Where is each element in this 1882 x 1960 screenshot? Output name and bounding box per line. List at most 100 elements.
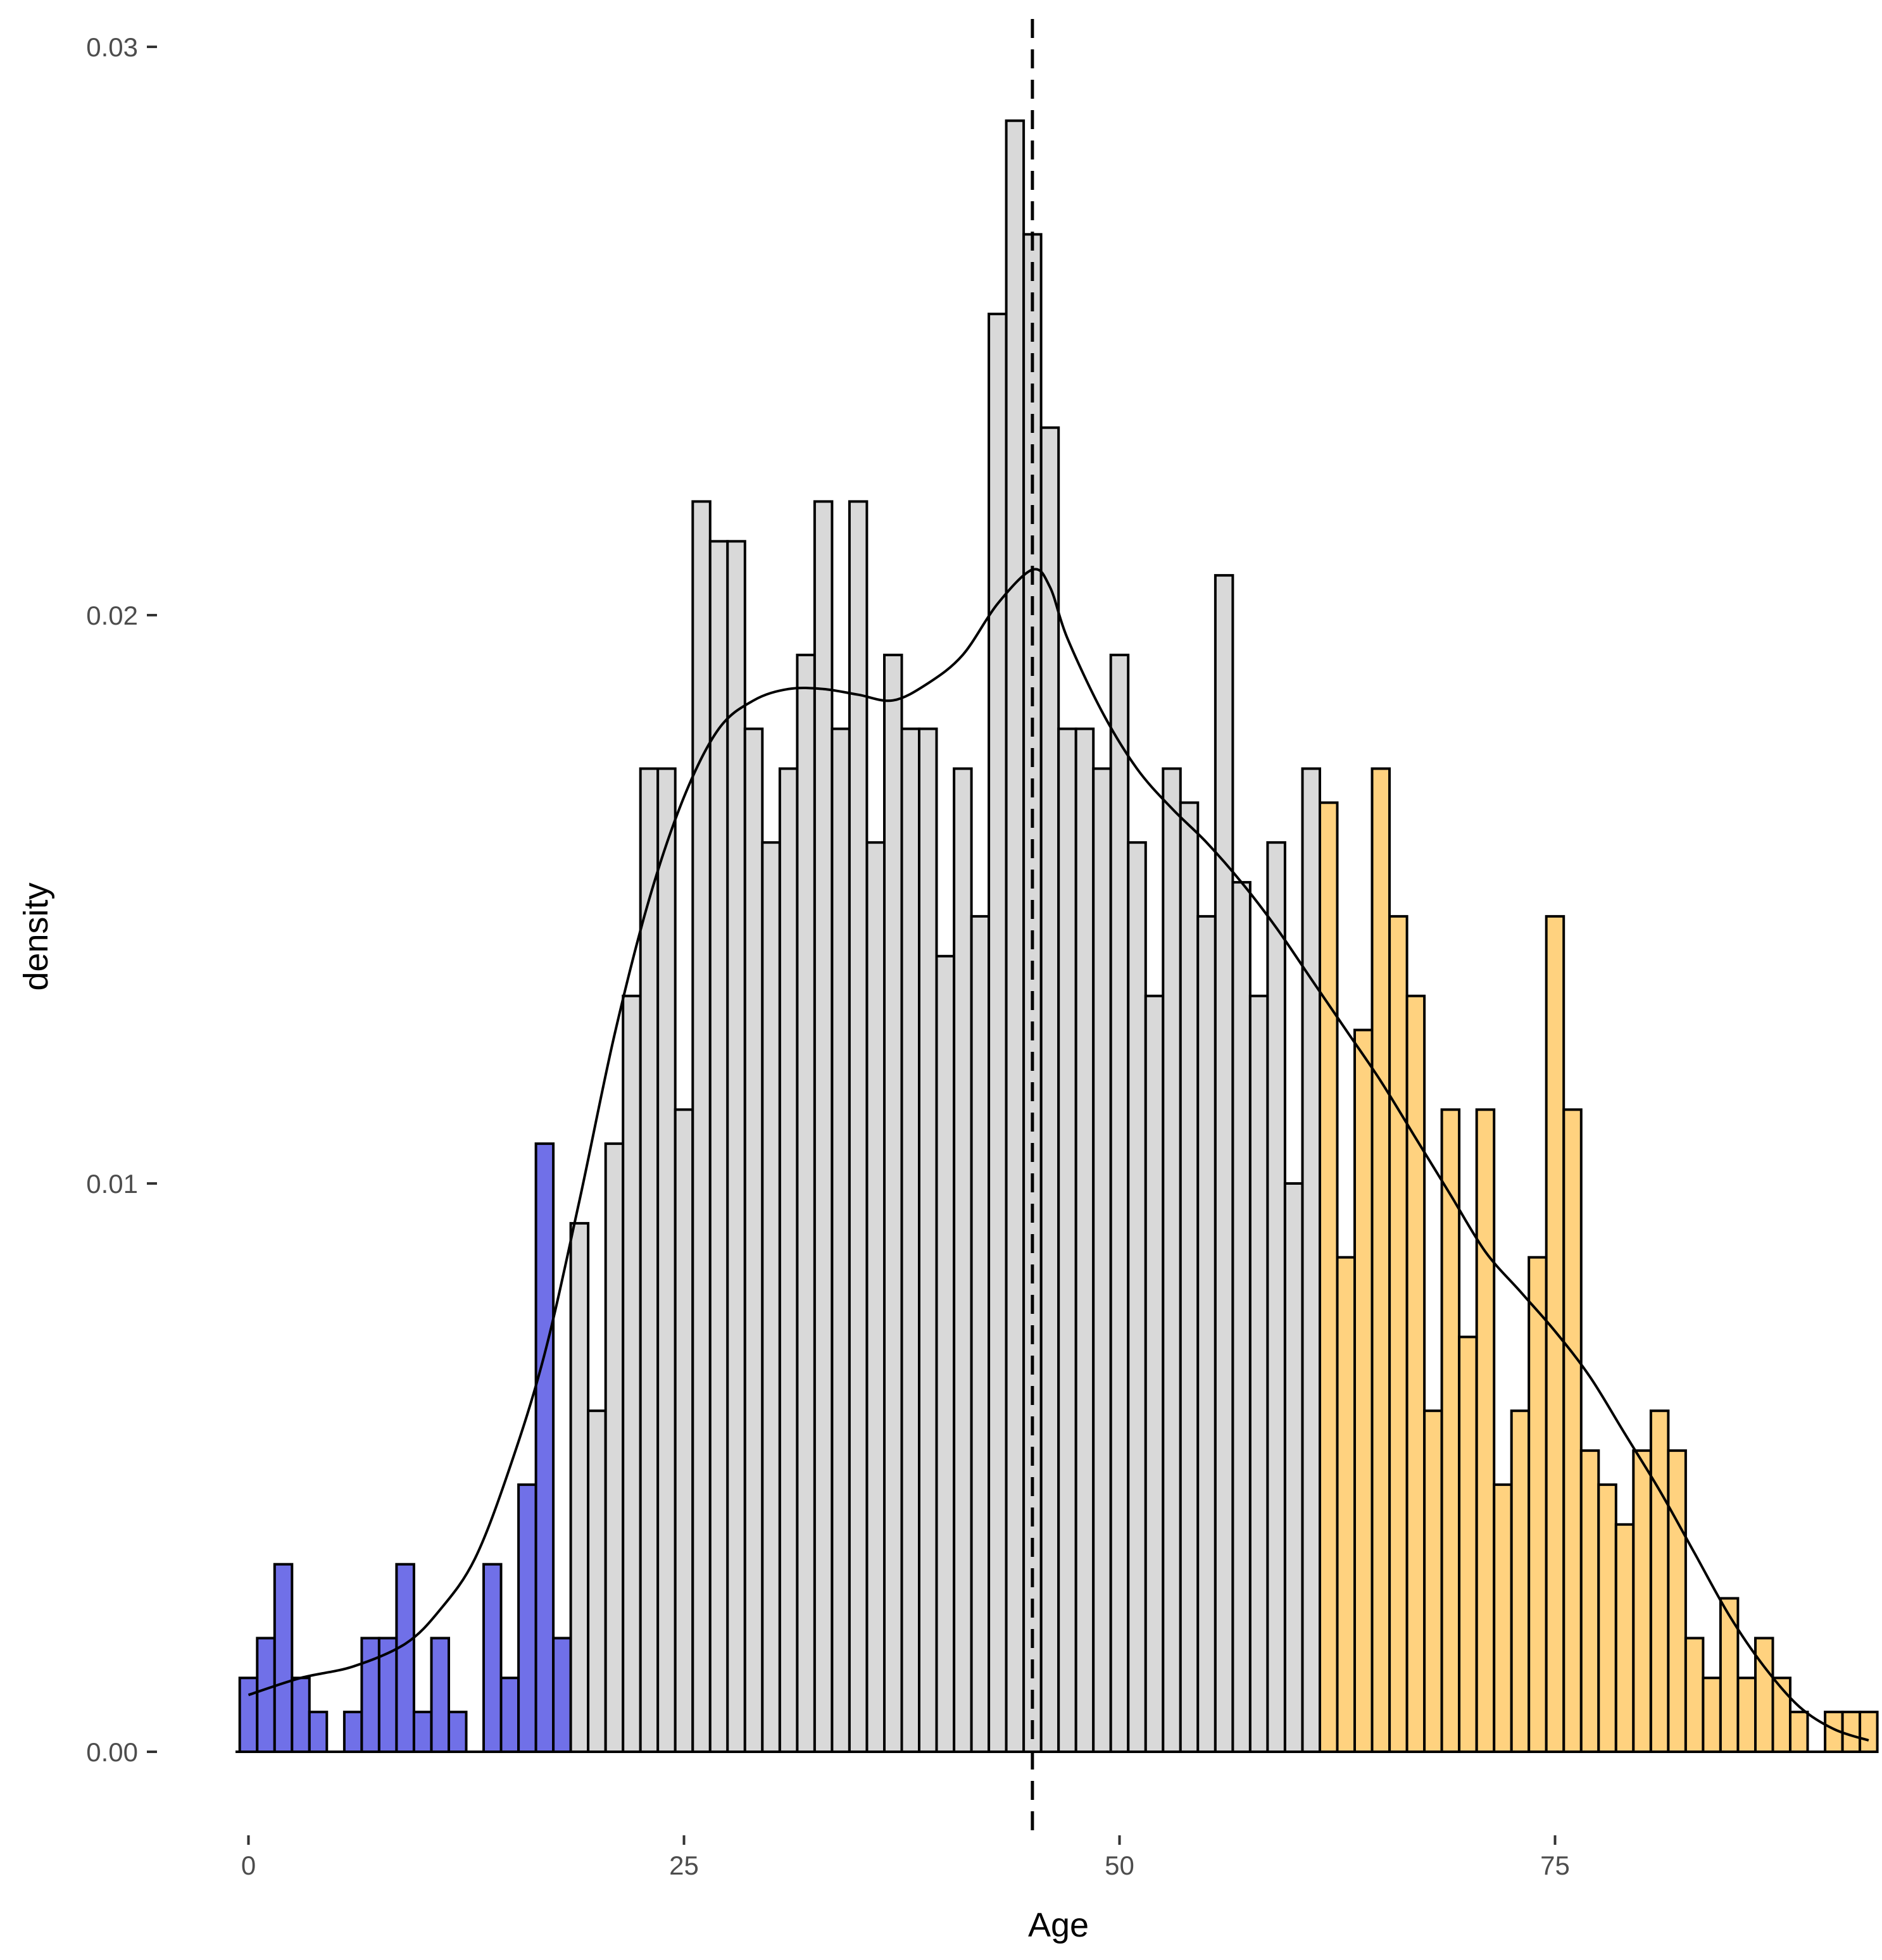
histogram-bar (1614, 1523, 1635, 1754)
histogram-bar (430, 1637, 450, 1753)
histogram-bar (1702, 1676, 1722, 1754)
histogram-bar (342, 1711, 363, 1754)
histogram-bar (1092, 767, 1112, 1753)
x-tick-label: 75 (1540, 1851, 1570, 1880)
histogram-bar (1754, 1637, 1774, 1753)
histogram-bar (1667, 1449, 1687, 1754)
histogram-bar (1109, 653, 1130, 1753)
histogram-bar (587, 1409, 607, 1753)
y-tick-label: 0.00 (86, 1737, 138, 1767)
histogram-bar (1301, 767, 1321, 1753)
histogram-bar (1493, 1483, 1513, 1753)
histogram-bar (1562, 1108, 1583, 1754)
histogram-bar (1423, 1409, 1443, 1753)
y-axis-title: density (17, 882, 55, 990)
histogram-bar (900, 727, 920, 1753)
histogram-bar (1248, 994, 1269, 1753)
histogram-bar (1336, 1256, 1356, 1753)
histogram-bar (517, 1483, 537, 1753)
histogram-bar (1039, 426, 1060, 1754)
histogram-bar (1353, 1028, 1374, 1753)
histogram-bar (691, 500, 712, 1753)
histogram-bar (639, 767, 660, 1753)
histogram-bar (1214, 574, 1234, 1753)
y-axis-ticks: 0.00 0.01 0.02 0.03 (86, 32, 157, 1767)
histogram-bar (1841, 1711, 1862, 1754)
histogram-bar (796, 653, 816, 1753)
histogram-bar (726, 540, 746, 1753)
histogram-bar (865, 841, 886, 1753)
histogram-bar (1196, 914, 1217, 1753)
histogram-bar (256, 1637, 276, 1753)
histogram-bar (1719, 1597, 1740, 1753)
histogram-bar (1283, 1182, 1304, 1753)
histogram-bar (1632, 1449, 1652, 1754)
histogram-bar (1475, 1108, 1496, 1754)
histogram-bar (1684, 1637, 1705, 1753)
histogram-bar (1597, 1483, 1617, 1753)
histogram-bar (935, 954, 955, 1753)
histogram-bar (883, 653, 903, 1753)
histogram-bar (848, 500, 869, 1753)
histogram-bar (1579, 1449, 1600, 1754)
histogram-bar (1266, 841, 1286, 1753)
y-tick-label: 0.03 (86, 32, 138, 62)
histogram-bar (552, 1637, 572, 1753)
histogram-bar (761, 841, 781, 1753)
histogram-bar (1405, 994, 1426, 1753)
histogram-bar (1649, 1409, 1670, 1753)
density-curve (248, 568, 1869, 1742)
histogram-bar (308, 1711, 329, 1754)
histogram-bar (1859, 1711, 1879, 1754)
y-tick-label: 0.02 (86, 601, 138, 630)
bars-layer (238, 119, 1879, 1754)
histogram-bar (918, 727, 938, 1753)
histogram-bar (534, 1142, 555, 1753)
histogram-bar (1231, 881, 1252, 1753)
histogram-bar (604, 1142, 625, 1753)
histogram-bar (1005, 119, 1026, 1754)
histogram-bar (1545, 914, 1565, 1753)
histogram-bar (743, 727, 764, 1753)
histogram-bar (778, 767, 799, 1753)
histogram-bar (674, 1108, 694, 1754)
x-axis-ticks: 0 25 50 75 (241, 1835, 1570, 1880)
histogram-bar (1057, 727, 1077, 1753)
histogram-bar (831, 727, 851, 1753)
histogram-bar (1510, 1409, 1531, 1753)
histogram-bar (953, 767, 973, 1753)
histogram-bar (291, 1676, 311, 1754)
x-tick-label: 50 (1105, 1851, 1134, 1880)
histogram-bar (1789, 1711, 1809, 1754)
histogram-bar (448, 1711, 468, 1754)
histogram-bar (238, 1676, 259, 1754)
histogram-bar (1371, 767, 1391, 1753)
histogram-bar (1528, 1256, 1548, 1753)
histogram-bar (1179, 801, 1200, 1753)
histogram-bar (412, 1711, 433, 1754)
y-tick-label: 0.01 (86, 1169, 138, 1199)
histogram-bar (970, 914, 991, 1753)
histogram-bar (622, 994, 642, 1753)
histogram-bar (1458, 1335, 1478, 1753)
histogram-bar (1127, 841, 1147, 1753)
histogram-bar (1388, 914, 1408, 1753)
x-tick-label: 0 (241, 1851, 256, 1880)
histogram-bar (1144, 994, 1165, 1753)
histogram-bar (482, 1563, 503, 1753)
histogram-bar (395, 1563, 415, 1753)
histogram-bar (273, 1563, 294, 1753)
histogram-bar (656, 767, 677, 1753)
histogram-bar (569, 1221, 590, 1753)
histogram-bar (1319, 801, 1339, 1753)
x-tick-label: 25 (669, 1851, 699, 1880)
histogram-bar (1736, 1676, 1757, 1754)
x-axis-title: Age (1028, 1906, 1089, 1944)
histogram-bar (988, 313, 1008, 1753)
histogram-bar (1162, 767, 1182, 1753)
histogram-bar (1074, 727, 1095, 1753)
histogram-bar (499, 1676, 520, 1754)
histogram-bar (360, 1637, 380, 1753)
